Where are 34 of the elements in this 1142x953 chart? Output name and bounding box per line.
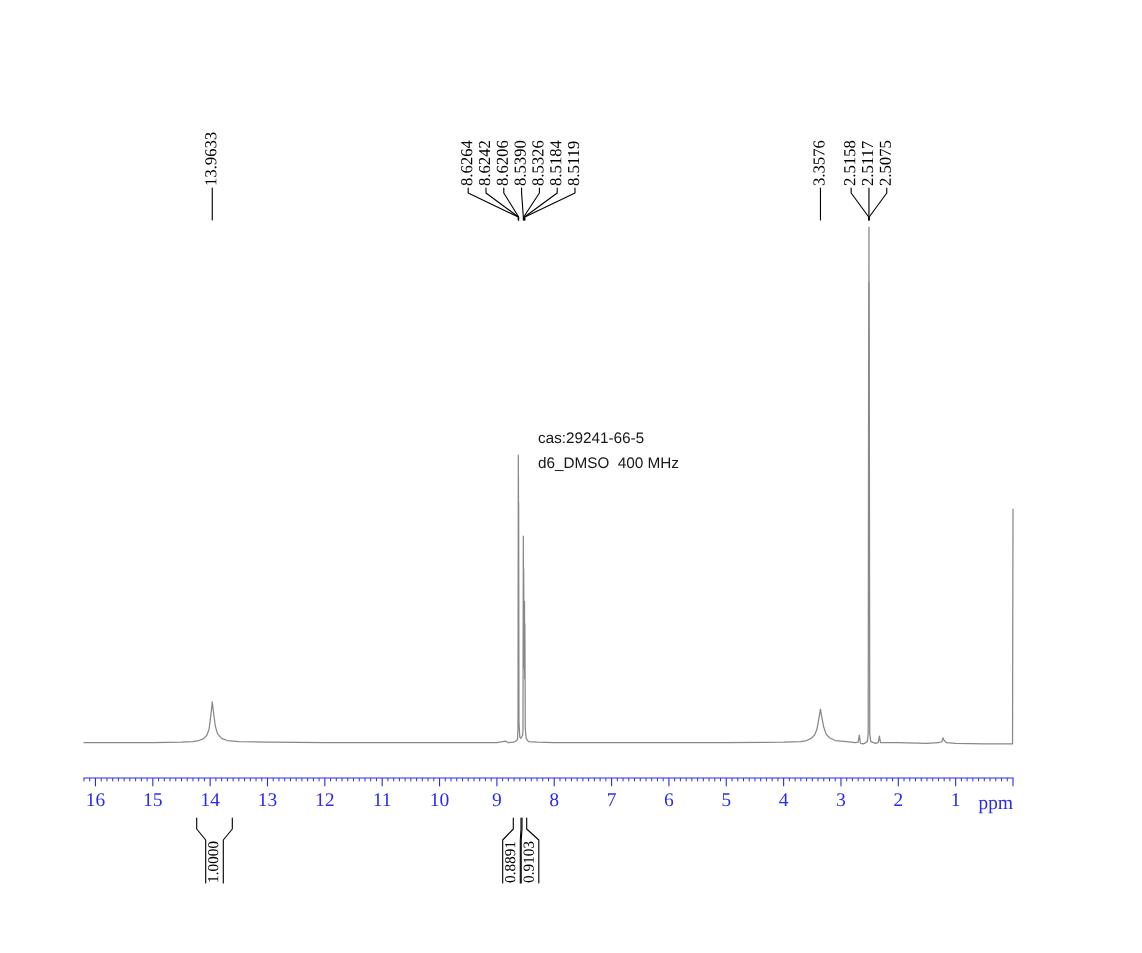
x-tick-label: 6 xyxy=(664,793,674,807)
text: 0.8891 xyxy=(505,841,516,883)
annotation: 8.6264 xyxy=(461,140,473,186)
x-tick-label: 13 xyxy=(259,793,277,807)
x-tick-label: 1 xyxy=(952,793,960,807)
annotation: 8.5184 xyxy=(550,140,562,186)
x-axis-title: ppm xyxy=(978,799,1013,814)
annotation: 3.3576 xyxy=(813,140,825,186)
x-tick-label: 14 xyxy=(202,793,220,807)
x-tick-label: 5 xyxy=(722,793,731,807)
annotation: 13.9633 xyxy=(205,132,217,185)
x-tick-label: 9 xyxy=(492,793,501,807)
x-tick-label: 3 xyxy=(837,793,846,807)
x-tick-label: 8 xyxy=(550,793,559,807)
x-tick-label: 10 xyxy=(431,793,449,807)
annotation: 8.5390 xyxy=(514,140,526,186)
annotation: 8.6242 xyxy=(478,141,491,186)
annotation: d6_DMSO 400 MHz xyxy=(538,456,679,472)
annotation: 8.6206 xyxy=(496,140,509,186)
annotation: 8.5119 xyxy=(567,141,580,186)
annotation: 2.5075 xyxy=(879,140,892,186)
x-tick-label: 12 xyxy=(316,793,334,807)
text: 1.0000 xyxy=(208,841,219,882)
text: 0.9103 xyxy=(523,841,534,883)
annotation: 8.5326 xyxy=(532,140,544,186)
x-tick-label: 15 xyxy=(144,793,162,807)
x-tick-label: 2 xyxy=(894,793,903,807)
annotation: 2.5117 xyxy=(861,141,874,186)
annotation: cas:29241-66-5 xyxy=(538,432,644,444)
x-tick-label: 4 xyxy=(779,793,789,807)
x-tick-label: 7 xyxy=(608,793,616,807)
x-tick-label: 16 xyxy=(87,793,105,807)
annotation: 2.5158 xyxy=(844,140,856,186)
x-tick-label: 11 xyxy=(374,793,391,807)
